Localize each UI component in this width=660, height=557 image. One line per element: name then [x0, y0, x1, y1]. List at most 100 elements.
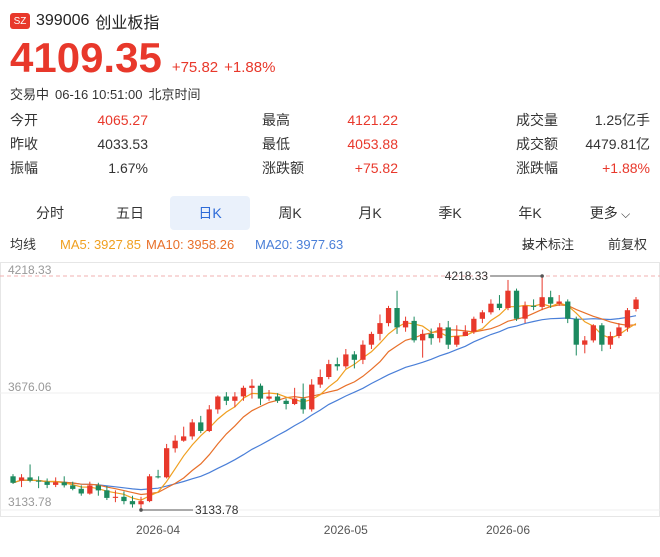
candle-body[interactable] — [385, 308, 392, 324]
candle-body[interactable] — [257, 385, 264, 399]
adjust-button[interactable]: 前复权 — [608, 237, 648, 252]
candle-body[interactable] — [266, 396, 272, 399]
candle-body[interactable] — [112, 496, 119, 498]
candle-body[interactable] — [155, 476, 161, 478]
stat-5: 成交额 4479.81亿 — [516, 134, 650, 154]
candle-body[interactable] — [548, 297, 554, 304]
stat-8: 涨跌幅 +1.88% — [516, 158, 650, 178]
candle-body[interactable] — [232, 396, 238, 401]
min-label: 3133.78 — [195, 503, 239, 517]
candle-body[interactable] — [189, 422, 195, 437]
tab-6[interactable]: 年K — [518, 205, 542, 221]
tab-0[interactable]: 分时 — [36, 205, 64, 221]
ma20-label: MA20: 3977.63 — [255, 237, 344, 252]
candle-body[interactable] — [368, 333, 375, 345]
candle-body[interactable] — [445, 327, 451, 345]
tab-1[interactable]: 五日 — [116, 205, 144, 221]
tab-5[interactable]: 季K — [438, 205, 462, 221]
candle-body[interactable] — [505, 290, 511, 308]
candle-body[interactable] — [138, 501, 144, 505]
candle-body[interactable] — [129, 501, 136, 505]
candle-body[interactable] — [573, 318, 579, 345]
tab-2[interactable]: 日K — [170, 196, 250, 230]
candle-body[interactable] — [616, 327, 622, 336]
candle-body[interactable] — [522, 305, 528, 319]
candle-body[interactable] — [565, 301, 571, 319]
candle-body[interactable] — [164, 448, 170, 478]
candle-body[interactable] — [428, 333, 434, 339]
candle-body[interactable] — [633, 299, 639, 310]
candle-body[interactable] — [44, 481, 50, 485]
candle-body[interactable] — [420, 333, 426, 341]
candle-body[interactable] — [27, 477, 33, 481]
candle-body[interactable] — [590, 325, 596, 341]
candle-body[interactable] — [10, 476, 16, 483]
candle-body[interactable] — [479, 312, 485, 319]
candle-body[interactable] — [462, 331, 468, 336]
candle-body[interactable] — [70, 485, 76, 489]
candle-body[interactable] — [624, 310, 631, 328]
candle-body[interactable] — [394, 308, 400, 328]
candle-body[interactable] — [402, 320, 409, 328]
candle-body[interactable] — [240, 387, 247, 397]
candle-body[interactable] — [317, 377, 323, 385]
x-tick-label: 2026-06 — [486, 523, 530, 537]
tab-7[interactable]: 更多 ⌵ — [589, 205, 631, 221]
candle-body[interactable] — [53, 482, 59, 485]
kline-svg[interactable]: 4218.33 3676.06 3133.78 2026-04 2026-05 2026-… — [0, 262, 660, 557]
candle-body[interactable] — [513, 290, 520, 319]
candle-body[interactable] — [87, 485, 93, 494]
candle-body[interactable] — [198, 422, 204, 431]
candle-body[interactable] — [78, 488, 84, 494]
candle-body[interactable] — [343, 354, 349, 367]
candle-body[interactable] — [496, 303, 503, 308]
stat-label: 涨跌额 — [262, 160, 304, 176]
candle-body[interactable] — [274, 396, 281, 401]
candle-body[interactable] — [471, 318, 477, 332]
candle-body[interactable] — [411, 320, 417, 341]
candle-body[interactable] — [36, 480, 42, 482]
stat-label: 涨跌幅 — [516, 160, 558, 176]
candle-body[interactable] — [104, 490, 110, 498]
max-marker-dot — [540, 274, 544, 278]
candle-body[interactable] — [334, 364, 340, 367]
candle-body[interactable] — [582, 340, 588, 345]
stat-value: 4053.88 — [347, 136, 398, 152]
tab-4[interactable]: 月K — [358, 205, 382, 221]
candle-body[interactable] — [181, 436, 187, 441]
candle-body[interactable] — [360, 344, 366, 360]
candle-body[interactable] — [530, 305, 537, 307]
candle-body[interactable] — [61, 482, 67, 486]
candle-body[interactable] — [18, 477, 25, 481]
candle-body[interactable] — [215, 396, 221, 410]
candle-body[interactable] — [206, 409, 212, 431]
candle-body[interactable] — [377, 323, 383, 334]
candle-body[interactable] — [249, 385, 255, 388]
candle-body[interactable] — [599, 325, 605, 345]
candle-body[interactable] — [95, 485, 101, 491]
stat-label: 最高 — [262, 112, 290, 128]
candle-body[interactable] — [351, 354, 357, 360]
candle-body[interactable] — [283, 400, 289, 404]
candle-body[interactable] — [539, 297, 545, 307]
candle-body[interactable] — [488, 303, 494, 313]
stat-value: 4479.81亿 — [585, 136, 650, 152]
tab-3[interactable]: 周K — [278, 205, 302, 221]
candle-body[interactable] — [437, 327, 443, 339]
candle-body[interactable] — [300, 398, 306, 410]
candle-body[interactable] — [146, 476, 153, 502]
trading-status: 交易中 06-16 10:51:00 北京时间 — [10, 84, 207, 103]
candle-body[interactable] — [454, 336, 460, 345]
candle-body[interactable] — [172, 440, 178, 449]
stat-value: 4065.27 — [97, 112, 148, 128]
candle-body[interactable] — [292, 398, 298, 404]
kline-chart[interactable]: 4218.33 3676.06 3133.78 2026-04 2026-05 2026-… — [0, 262, 660, 557]
candle-body[interactable] — [607, 336, 614, 345]
y-tick-label: 3676.06 — [8, 380, 52, 394]
candle-body[interactable] — [309, 384, 315, 410]
candle-body[interactable] — [121, 496, 127, 502]
candle-body[interactable] — [556, 301, 562, 304]
price-change: +75.82 — [171, 59, 219, 76]
candle-body[interactable] — [223, 396, 229, 401]
candle-body[interactable] — [326, 364, 332, 377]
